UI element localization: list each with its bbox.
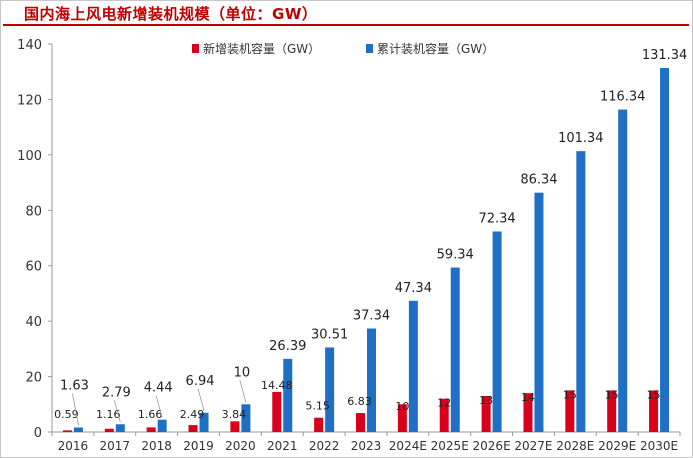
data-label-cumulative-2029E: 116.34 — [600, 90, 646, 105]
data-label-new-2018: 1.66 — [138, 408, 163, 421]
bar-cumulative-2028E — [576, 151, 586, 432]
bar-new-2028E — [565, 390, 575, 432]
bar-new-2019 — [188, 425, 198, 432]
bar-cumulative-2020 — [241, 404, 251, 432]
legend-label-cumulative: 累计装机容量（GW） — [377, 41, 494, 56]
data-label-cumulative-2030E: 131.34 — [642, 48, 688, 63]
x-tick-label: 2019 — [183, 439, 214, 453]
data-label-cumulative-2016: 1.63 — [60, 378, 89, 393]
x-tick-label: 2021 — [267, 439, 298, 453]
x-tick-label: 2030E — [640, 439, 678, 453]
x-tick-label: 2027E — [514, 439, 552, 453]
data-label-new-2019: 2.49 — [180, 408, 205, 421]
bar-cumulative-2018 — [157, 419, 167, 432]
bar-cumulative-2024E — [408, 300, 418, 432]
bar-new-2022 — [314, 417, 324, 432]
data-label-cumulative-2027E: 86.34 — [520, 173, 557, 188]
legend: 新增装机容量（GW） 累计装机容量（GW） — [192, 41, 494, 56]
data-label-cumulative-2023: 37.34 — [353, 309, 390, 324]
x-tick-label: 2016 — [58, 439, 89, 453]
x-tick-label: 2025E — [431, 439, 469, 453]
y-tick-label: 120 — [17, 93, 42, 108]
x-tick-label: 2020 — [225, 439, 256, 453]
data-label-new-2028E: 15 — [563, 388, 577, 401]
bar-cumulative-2017 — [115, 424, 125, 432]
bar-cumulative-2016 — [73, 427, 83, 432]
bar-new-2025E — [439, 398, 449, 432]
legend-label-new: 新增装机容量（GW） — [203, 41, 320, 56]
leader-line-2016 — [72, 393, 79, 426]
leader-line-2018 — [155, 395, 163, 418]
data-label-new-2016: 0.59 — [54, 408, 79, 421]
bar-new-2024E — [397, 404, 407, 432]
x-tick-label: 2028E — [556, 439, 594, 453]
legend-swatch-new — [192, 44, 199, 53]
legend-swatch-cumulative — [366, 44, 373, 53]
bar-new-2029E — [607, 390, 617, 432]
x-tick-label: 2026E — [473, 439, 511, 453]
bar-cumulative-2023 — [367, 328, 376, 432]
bar-cumulative-2030E — [660, 68, 670, 432]
leader-line-2019 — [197, 388, 205, 411]
data-label-cumulative-2025E: 59.34 — [437, 248, 474, 263]
bar-cumulative-2021 — [283, 358, 293, 432]
y-tick-label: 0 — [34, 426, 42, 441]
data-label-new-2022: 5.15 — [305, 400, 330, 413]
bar-new-2017 — [104, 428, 114, 432]
axes: 0 20 40 60 80 100 120 140 — [17, 38, 681, 441]
data-label-cumulative-2020: 10 — [234, 365, 251, 380]
bar-new-2030E — [649, 390, 659, 432]
y-tick-label: 20 — [25, 371, 42, 386]
data-label-new-2017: 1.16 — [96, 408, 121, 421]
y-tick-label: 140 — [17, 38, 42, 53]
data-label-new-2029E: 15 — [605, 388, 619, 401]
bar-cumulative-2029E — [618, 109, 628, 433]
bar-new-2020 — [230, 421, 240, 432]
data-label-new-2027E: 14 — [521, 391, 535, 404]
bar-cumulative-2027E — [534, 192, 544, 432]
y-tick-label: 80 — [25, 204, 42, 219]
bar-cumulative-2025E — [450, 267, 460, 432]
bar-new-2016 — [62, 430, 72, 432]
bars — [62, 68, 670, 433]
bar-cumulative-2026E — [492, 231, 502, 432]
bar-new-2023 — [356, 413, 365, 432]
data-label-cumulative-2021: 26.39 — [269, 339, 306, 354]
y-tick-label: 100 — [17, 149, 42, 164]
x-tick-label: 2029E — [598, 439, 636, 453]
data-label-cumulative-2026E: 72.34 — [478, 212, 515, 227]
x-tick-label: 2022 — [309, 439, 340, 453]
leader-line-2017 — [113, 400, 121, 423]
data-labels: 2016 0.59 1.63 2017 1.16 2.79 2018 1.66 4.44 2019… — [54, 48, 687, 453]
data-label-cumulative-2019: 6.94 — [186, 374, 215, 389]
x-tick-label: 2024E — [389, 439, 427, 453]
bar-new-2018 — [146, 427, 156, 432]
x-tick-label: 2017 — [100, 439, 131, 453]
chart-title: 国内海上风电新增装机规模（单位：GW） — [24, 5, 318, 23]
data-label-new-2025E: 12 — [437, 397, 451, 410]
x-tick-label: 2018 — [141, 439, 172, 453]
data-label-new-2020: 3.84 — [222, 408, 247, 421]
data-label-cumulative-2017: 2.79 — [102, 385, 131, 400]
data-label-new-2024E: 10 — [395, 400, 409, 413]
y-tick-label: 60 — [25, 260, 42, 275]
leader-line-2020 — [239, 380, 247, 403]
data-label-cumulative-2022: 30.51 — [311, 327, 348, 342]
bar-cumulative-2022 — [325, 347, 335, 432]
bar-new-2027E — [523, 393, 533, 432]
data-label-new-2021: 14.48 — [261, 379, 293, 392]
bar-new-2021 — [272, 391, 282, 432]
y-tick-label: 40 — [25, 315, 42, 330]
data-label-cumulative-2024E: 47.34 — [395, 281, 432, 296]
title-underline — [3, 24, 689, 26]
data-label-cumulative-2018: 4.44 — [144, 381, 173, 396]
bar-cumulative-2019 — [199, 412, 209, 432]
bar-new-2026E — [481, 395, 491, 432]
data-label-new-2023: 6.83 — [347, 395, 372, 408]
data-label-new-2026E: 13 — [479, 394, 493, 407]
x-tick-label: 2023 — [351, 439, 382, 453]
data-label-cumulative-2028E: 101.34 — [558, 131, 604, 146]
data-label-new-2030E: 15 — [647, 388, 661, 401]
